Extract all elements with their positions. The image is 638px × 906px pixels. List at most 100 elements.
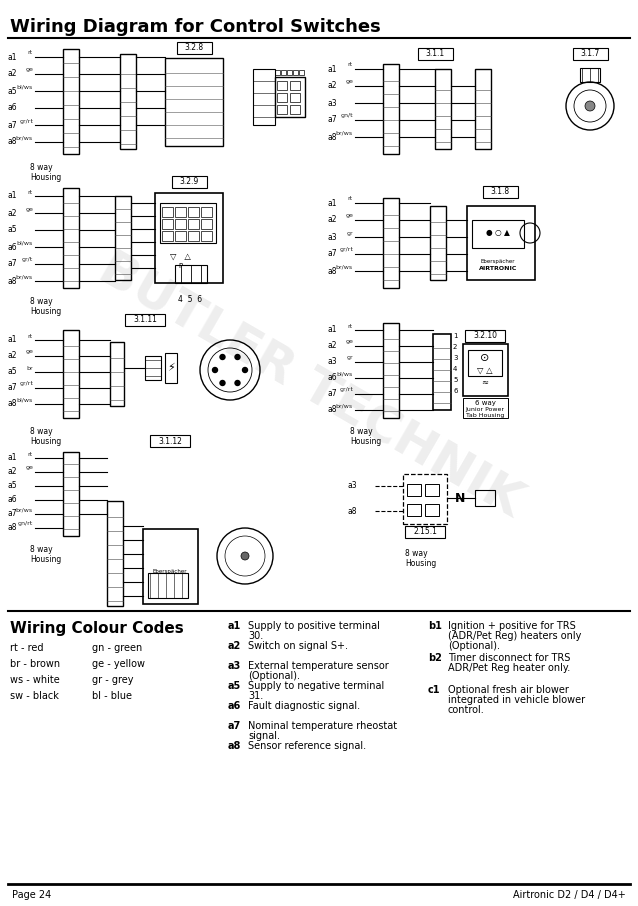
Text: ge: ge	[345, 340, 353, 344]
Text: gn/t: gn/t	[341, 113, 353, 119]
Text: a2: a2	[327, 216, 336, 225]
Bar	[475, 490, 495, 506]
Text: 8 way: 8 way	[30, 428, 52, 437]
Bar	[175, 219, 186, 229]
Bar	[107, 501, 123, 606]
Text: rt: rt	[348, 323, 353, 329]
Text: a6: a6	[327, 373, 337, 382]
Text: (ADR/Pet Reg) heaters only: (ADR/Pet Reg) heaters only	[448, 631, 581, 641]
Bar	[290, 105, 300, 114]
Text: ge: ge	[345, 214, 353, 218]
Text: a1: a1	[7, 53, 17, 62]
Bar	[383, 198, 399, 288]
Text: ge: ge	[25, 68, 33, 72]
Bar	[148, 573, 188, 598]
Text: Switch on signal S+.: Switch on signal S+.	[248, 641, 348, 651]
Text: a2: a2	[7, 467, 17, 477]
Text: a1: a1	[7, 191, 17, 200]
Text: a8: a8	[7, 400, 17, 409]
Text: bl/ws: bl/ws	[17, 240, 33, 246]
Text: control.: control.	[448, 705, 485, 715]
Bar	[120, 54, 136, 149]
Text: a8: a8	[327, 132, 336, 141]
Text: rt: rt	[28, 51, 33, 55]
Text: a5: a5	[7, 86, 17, 95]
Text: ADR/Pet Reg heater only.: ADR/Pet Reg heater only.	[448, 663, 570, 673]
Text: ⚡: ⚡	[167, 363, 175, 373]
Text: 8 way: 8 way	[30, 163, 52, 172]
Text: br/ws: br/ws	[336, 403, 353, 409]
Bar	[175, 207, 186, 217]
Text: rt: rt	[28, 333, 33, 339]
Bar	[475, 69, 491, 149]
Text: gr/rt: gr/rt	[19, 381, 33, 387]
Text: Ignition + positive for TRS: Ignition + positive for TRS	[448, 621, 575, 631]
Text: BUTLER TECHNIK: BUTLER TECHNIK	[90, 245, 530, 527]
Text: a6: a6	[228, 701, 241, 711]
Bar	[287, 70, 292, 75]
Text: Housing: Housing	[30, 555, 61, 564]
Text: br/ws: br/ws	[16, 275, 33, 279]
Text: 3.1.12: 3.1.12	[158, 437, 182, 446]
Bar	[383, 323, 399, 418]
Text: Airtronic D2 / D4 / D4+: Airtronic D2 / D4 / D4+	[513, 890, 626, 900]
Text: Housing: Housing	[30, 307, 61, 316]
Bar	[165, 353, 177, 383]
Text: 31.: 31.	[248, 691, 263, 701]
Bar	[425, 504, 439, 516]
Text: rt: rt	[348, 197, 353, 201]
Text: 8 way: 8 way	[30, 297, 52, 306]
Text: Housing: Housing	[350, 438, 382, 447]
Text: c1: c1	[428, 685, 440, 695]
Text: a8: a8	[347, 506, 357, 516]
Bar	[277, 81, 287, 90]
Text: ≈: ≈	[482, 378, 489, 387]
Text: integrated in vehicle blower: integrated in vehicle blower	[448, 695, 585, 705]
Bar	[293, 70, 298, 75]
Text: Housing: Housing	[30, 438, 61, 447]
Bar	[63, 188, 79, 288]
Bar	[277, 93, 287, 102]
Circle shape	[235, 354, 240, 360]
Bar	[417, 48, 452, 60]
Text: External temperature sensor: External temperature sensor	[248, 661, 389, 671]
Bar	[110, 342, 124, 406]
Text: P: P	[178, 263, 182, 269]
Text: 3.1.11: 3.1.11	[133, 315, 157, 324]
Bar	[175, 265, 207, 283]
Text: Nominal temperature rheostat: Nominal temperature rheostat	[248, 721, 397, 731]
Circle shape	[585, 101, 595, 111]
Text: gr/rt: gr/rt	[19, 119, 33, 123]
Text: Junior Power: Junior Power	[466, 408, 505, 412]
Text: rt - red: rt - red	[10, 643, 43, 653]
Text: gr/rt: gr/rt	[339, 388, 353, 392]
Text: Housing: Housing	[30, 174, 61, 182]
Circle shape	[220, 381, 225, 385]
Bar	[407, 504, 421, 516]
Text: a1: a1	[228, 621, 241, 631]
Text: a8: a8	[7, 276, 17, 285]
Text: a5: a5	[228, 681, 241, 691]
Text: bl - blue: bl - blue	[92, 691, 132, 701]
Text: a6: a6	[7, 243, 17, 252]
Text: a3: a3	[327, 358, 337, 367]
Text: a7: a7	[327, 249, 337, 258]
Text: 3: 3	[453, 355, 457, 361]
Text: a2: a2	[7, 70, 17, 79]
Text: 3.2.9: 3.2.9	[179, 178, 198, 187]
Text: Supply to positive terminal: Supply to positive terminal	[248, 621, 380, 631]
Text: b1: b1	[428, 621, 442, 631]
Text: a7: a7	[327, 115, 337, 124]
Text: a7: a7	[7, 259, 17, 268]
Text: 3.2.10: 3.2.10	[473, 332, 497, 341]
Bar	[472, 220, 524, 248]
Text: 3.1.1: 3.1.1	[426, 50, 445, 59]
Text: gr - grey: gr - grey	[92, 675, 133, 685]
Bar	[150, 435, 190, 447]
Text: bl/ws: bl/ws	[17, 398, 33, 402]
Text: b2: b2	[428, 653, 442, 663]
Text: 1: 1	[453, 333, 457, 339]
Text: Optional fresh air blower: Optional fresh air blower	[448, 685, 569, 695]
Bar	[463, 398, 508, 418]
Text: gn/rt: gn/rt	[18, 522, 33, 526]
